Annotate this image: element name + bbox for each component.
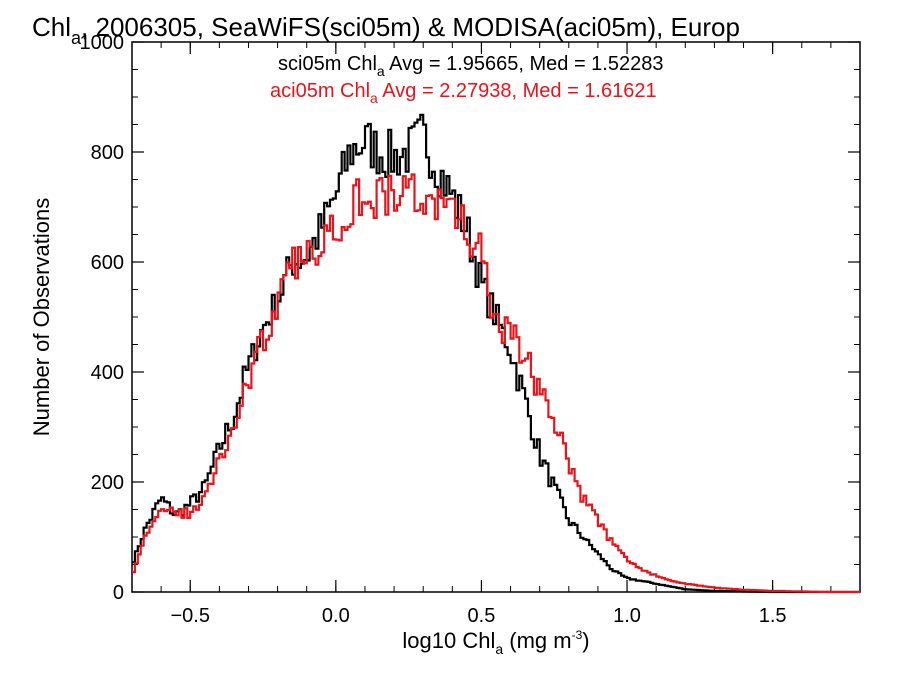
annotation-sci05m-rest: Avg = 1.95665, Med = 1.52283 (385, 53, 664, 75)
y-tick-label-0: 0 (113, 582, 124, 604)
x-axis-label-end: ) (582, 628, 589, 653)
series-line-sci05m (132, 113, 860, 594)
annotation-sci05m-subscript: a (377, 63, 385, 79)
annotation-sci05m-main: sci05m Chl (278, 53, 377, 75)
annotation-sci05m: sci05m Chla Avg = 1.95665, Med = 1.52283 (278, 53, 663, 79)
chart-title-main: Chl (32, 12, 71, 42)
tick-labels: −0.5 0.0 0.5 1.0 1.5 0 200 400 600 800 1000 (80, 32, 787, 627)
y-axis-label: Number of Observations (29, 198, 54, 436)
x-tick-label-2: 0.5 (468, 605, 496, 627)
x-tick-label-1: 0.0 (322, 605, 350, 627)
y-tick-label-3: 600 (91, 252, 124, 274)
chart-title-subscript: a (71, 28, 82, 48)
y-tick-label-1: 200 (91, 472, 124, 494)
series-line-aci05m (132, 173, 860, 594)
y-tick-label-2: 400 (91, 362, 124, 384)
x-tick-label-4: 1.5 (759, 605, 787, 627)
annotation-aci05m-main: aci05m Chl (270, 80, 370, 102)
x-axis-label-rest: (mg m (503, 628, 571, 653)
annotation-aci05m-rest: Avg = 2.27938, Med = 1.61621 (378, 80, 657, 102)
x-tick-label-0: −0.5 (170, 605, 209, 627)
x-tick-label-3: 1.0 (613, 605, 641, 627)
x-axis-label-subscript: a (495, 641, 503, 657)
x-axis-label: log10 Chla (mg m-3) (402, 628, 589, 657)
x-axis-label-superscript: -3 (572, 628, 583, 642)
annotation-aci05m-subscript: a (370, 90, 378, 106)
y-tick-label-5: 1000 (80, 32, 125, 54)
chart-title-rest: , 2006305, SeaWiFS(sci05m) & MODISA(aci0… (81, 12, 740, 42)
chart-title: Chla, 2006305, SeaWiFS(sci05m) & MODISA(… (32, 12, 740, 48)
series-group (132, 113, 860, 594)
annotation-aci05m: aci05m Chla Avg = 2.27938, Med = 1.61621 (270, 80, 657, 106)
x-axis-label-main: log10 Chl (402, 628, 495, 653)
y-tick-label-4: 800 (91, 142, 124, 164)
